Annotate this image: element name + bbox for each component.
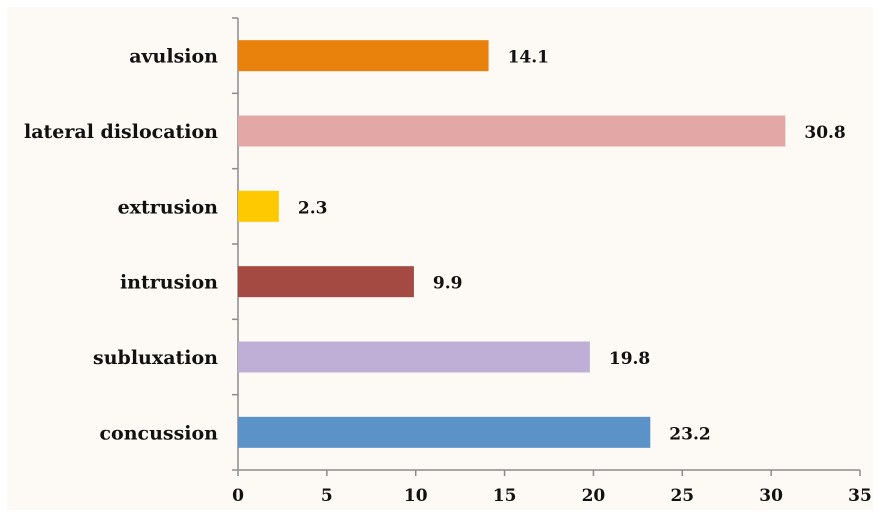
bars <box>238 40 786 448</box>
bar-lateral-dislocation <box>238 115 786 147</box>
x-tick-label: 15 <box>493 486 517 506</box>
category-label: extrusion <box>118 196 219 218</box>
x-tick-label: 10 <box>404 486 428 506</box>
x-tick-label: 20 <box>582 486 606 506</box>
x-tick-label: 25 <box>670 486 694 506</box>
value-label: 23.2 <box>669 424 710 444</box>
bar-subluxation <box>238 341 590 373</box>
bar-intrusion <box>238 266 414 298</box>
chart-area: 0 5 10 15 20 25 30 35 concussion 23.2 subluxation… <box>7 7 873 510</box>
x-tick-label: 30 <box>759 486 783 506</box>
value-label: 9.9 <box>433 274 463 294</box>
category-label: avulsion <box>129 46 218 68</box>
bar-extrusion <box>238 190 279 222</box>
bar-avulsion <box>238 40 489 72</box>
value-label: 19.8 <box>609 349 650 369</box>
labels: concussion 23.2 subluxation 19.8 intrusion 9.… <box>24 46 846 445</box>
axes: 0 5 10 15 20 25 30 35 <box>232 17 872 506</box>
x-tick-label: 35 <box>848 486 872 506</box>
value-label: 14.1 <box>508 48 549 68</box>
x-tick-label: 0 <box>232 486 244 506</box>
category-label: subluxation <box>93 347 218 369</box>
bar-concussion <box>238 416 651 448</box>
category-label: intrusion <box>120 272 218 294</box>
value-label: 2.3 <box>298 198 328 218</box>
category-label: lateral dislocation <box>24 121 218 143</box>
x-tick-label: 5 <box>321 486 333 506</box>
value-label: 30.8 <box>804 123 845 143</box>
bar-chart: 0 5 10 15 20 25 30 35 concussion 23.2 subluxation… <box>24 17 872 506</box>
category-label: concussion <box>99 422 218 444</box>
